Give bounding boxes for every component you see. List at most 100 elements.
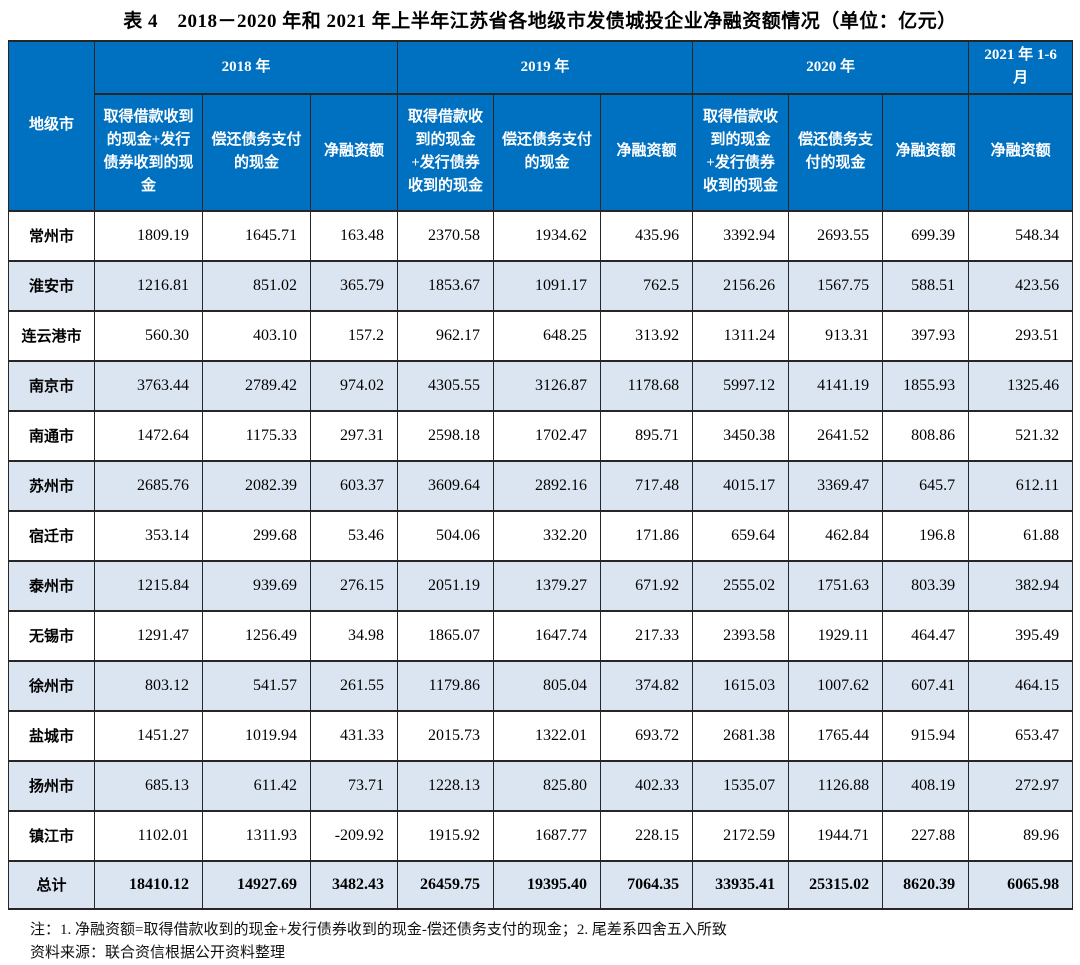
column-header: 取得借款收到的现金+发行债券收到的现金 [398, 94, 494, 211]
value-cell: 895.71 [601, 411, 693, 461]
value-cell: 659.64 [693, 511, 789, 561]
value-cell: 34.98 [311, 611, 398, 661]
value-cell: 1007.62 [789, 661, 883, 711]
note-line: 注：1. 净融资额=取得借款收到的现金+发行债券收到的现金-偿还债务支付的现金；… [30, 919, 1080, 942]
value-cell: 2393.58 [693, 611, 789, 661]
city-cell: 淮安市 [9, 261, 95, 311]
value-cell: 1215.84 [95, 561, 203, 611]
city-cell: 常州市 [9, 211, 95, 261]
value-cell: 1256.49 [203, 611, 311, 661]
value-cell: 588.51 [883, 261, 969, 311]
value-cell: 2051.19 [398, 561, 494, 611]
city-cell: 总计 [9, 861, 95, 909]
value-cell: 962.17 [398, 311, 494, 361]
value-cell: 541.57 [203, 661, 311, 711]
value-cell: 25315.02 [789, 861, 883, 909]
value-cell: 464.15 [969, 661, 1073, 711]
value-cell: 1175.33 [203, 411, 311, 461]
value-cell: 365.79 [311, 261, 398, 311]
value-cell: 435.96 [601, 211, 693, 261]
source-line: 资料来源：联合资信根据公开资料整理 [30, 942, 1080, 965]
value-cell: 1687.77 [494, 811, 601, 861]
value-cell: 1934.62 [494, 211, 601, 261]
value-cell: 2172.59 [693, 811, 789, 861]
city-cell: 连云港市 [9, 311, 95, 361]
value-cell: 717.48 [601, 461, 693, 511]
value-cell: 2156.26 [693, 261, 789, 311]
value-cell: 299.68 [203, 511, 311, 561]
value-cell: 2370.58 [398, 211, 494, 261]
value-cell: 653.47 [969, 711, 1073, 761]
value-cell: 671.92 [601, 561, 693, 611]
value-cell: 913.31 [789, 311, 883, 361]
value-cell: 1019.94 [203, 711, 311, 761]
value-cell: 560.30 [95, 311, 203, 361]
value-cell: 1322.01 [494, 711, 601, 761]
value-cell: 1865.07 [398, 611, 494, 661]
value-cell: 1179.86 [398, 661, 494, 711]
value-cell: 603.37 [311, 461, 398, 511]
column-header: 取得借款收到的现金+发行债券收到的现金 [693, 94, 789, 211]
value-cell: 1645.71 [203, 211, 311, 261]
value-cell: 803.12 [95, 661, 203, 711]
city-cell: 徐州市 [9, 661, 95, 711]
value-cell: 2641.52 [789, 411, 883, 461]
value-cell: 612.11 [969, 461, 1073, 511]
value-cell: 648.25 [494, 311, 601, 361]
value-cell: 2555.02 [693, 561, 789, 611]
value-cell: 851.02 [203, 261, 311, 311]
value-cell: 408.19 [883, 761, 969, 811]
value-cell: 803.39 [883, 561, 969, 611]
value-cell: 1915.92 [398, 811, 494, 861]
column-header: 净融资额 [601, 94, 693, 211]
value-cell: 6065.98 [969, 861, 1073, 909]
value-cell: 3369.47 [789, 461, 883, 511]
city-cell: 南京市 [9, 361, 95, 411]
value-cell: 374.82 [601, 661, 693, 711]
city-cell: 宿迁市 [9, 511, 95, 561]
value-cell: 14927.69 [203, 861, 311, 909]
value-cell: 3392.94 [693, 211, 789, 261]
table-title: 表 4 2018－2020 年和 2021 年上半年江苏省各地级市发债城投企业净… [0, 0, 1080, 40]
value-cell: 3126.87 [494, 361, 601, 411]
column-header: 偿还债务支付的现金 [494, 94, 601, 211]
value-cell: 1102.01 [95, 811, 203, 861]
value-cell: 73.71 [311, 761, 398, 811]
value-cell: 3482.43 [311, 861, 398, 909]
value-cell: 217.33 [601, 611, 693, 661]
column-header: 偿还债务支付的现金 [789, 94, 883, 211]
value-cell: 297.31 [311, 411, 398, 461]
value-cell: 7064.35 [601, 861, 693, 909]
city-cell: 无锡市 [9, 611, 95, 661]
value-cell: 1853.67 [398, 261, 494, 311]
value-cell: 313.92 [601, 311, 693, 361]
value-cell: 61.88 [969, 511, 1073, 561]
column-header: 偿还债务支付的现金 [203, 94, 311, 211]
value-cell: 1311.24 [693, 311, 789, 361]
value-cell: 645.7 [883, 461, 969, 511]
city-cell: 盐城市 [9, 711, 95, 761]
corner-header-cell: 地级市 [9, 41, 95, 211]
value-cell: 974.02 [311, 361, 398, 411]
value-cell: 1809.19 [95, 211, 203, 261]
column-header: 净融资额 [311, 94, 398, 211]
value-cell: 353.14 [95, 511, 203, 561]
year-group-header: 2021 年 1-6 月 [969, 41, 1073, 94]
value-cell: 4141.19 [789, 361, 883, 411]
column-header: 取得借款收到的现金+发行债券收到的现金 [95, 94, 203, 211]
value-cell: 89.96 [969, 811, 1073, 861]
value-cell: 431.33 [311, 711, 398, 761]
value-cell: 163.48 [311, 211, 398, 261]
value-cell: 1228.13 [398, 761, 494, 811]
value-cell: 1751.63 [789, 561, 883, 611]
value-cell: 2892.16 [494, 461, 601, 511]
